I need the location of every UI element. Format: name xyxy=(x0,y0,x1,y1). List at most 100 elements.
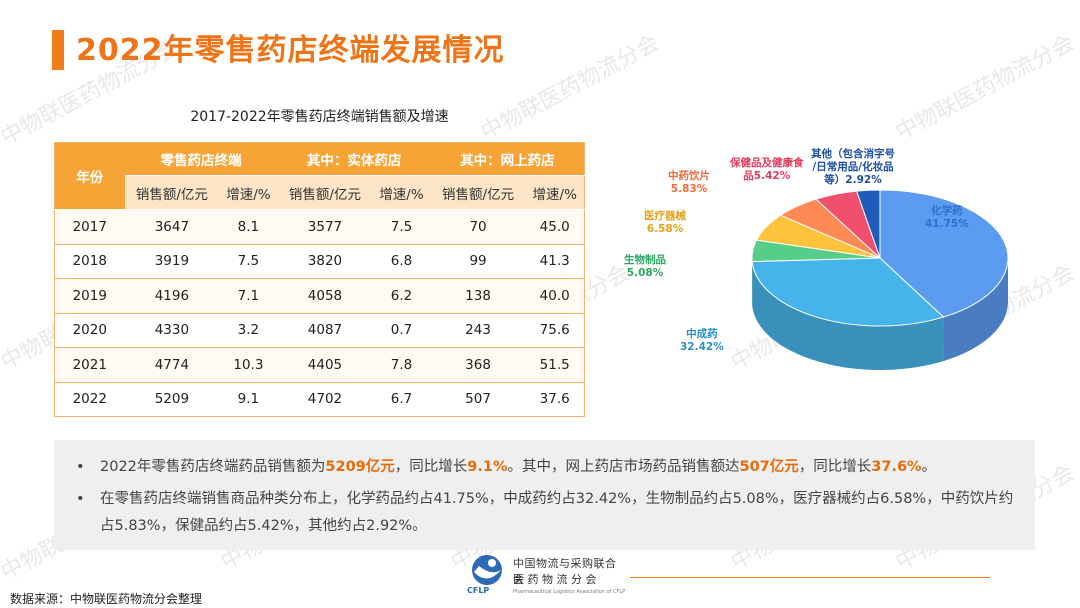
pie-label-value: 5.08% xyxy=(626,267,664,279)
pie-label-health: 保健品及健康食 品5.42% xyxy=(730,157,804,183)
value-cell: 70 xyxy=(430,209,526,245)
value-cell: 6.2 xyxy=(372,278,431,314)
value-cell: 7.1 xyxy=(219,278,278,314)
cflp-logo: CFLP 中国物流与采购联合会 医 药 物 流 分 会 Pharmaceutic… xyxy=(465,552,625,606)
title-accent-bar xyxy=(52,30,64,70)
value-cell: 41.3 xyxy=(525,244,585,279)
value-cell: 4196 xyxy=(124,278,220,314)
table-caption: 2017-2022年零售药店终端销售额及增速 xyxy=(190,109,449,125)
value-cell: 75.6 xyxy=(525,313,585,348)
text-span: ，同比增长 xyxy=(798,459,872,475)
column-header: 销售额/亿元 xyxy=(430,175,526,210)
value-cell: 138 xyxy=(430,278,526,314)
pie-label-name: 化学药 xyxy=(931,205,963,217)
pie-label-name: /日常用品/化妆品 xyxy=(812,161,894,173)
value-cell: 3.2 xyxy=(219,313,278,348)
value-cell: 368 xyxy=(430,347,526,383)
text-span: 2022年零售药店终端药品销售额为 xyxy=(100,459,326,475)
value-cell: 243 xyxy=(430,313,526,348)
year-cell: 2022 xyxy=(54,382,125,417)
group-header: 零售药店终端 xyxy=(124,142,278,176)
year-header: 年份 xyxy=(54,142,125,210)
table-row: 2020 4330 3.2 4087 0.7 243 75.6 xyxy=(54,313,585,348)
value-cell: 4405 xyxy=(277,347,373,383)
pie-chart xyxy=(751,189,1009,370)
value-cell: 37.6 xyxy=(525,382,585,417)
value-cell: 9.1 xyxy=(219,382,278,417)
year-cell: 2017 xyxy=(54,209,125,245)
value-cell: 10.3 xyxy=(219,347,278,383)
logo-abbr: CFLP xyxy=(467,586,490,595)
column-header: 销售额/亿元 xyxy=(124,175,220,210)
year-cell: 2019 xyxy=(54,278,125,314)
logo-line-2: 医 药 物 流 分 会 xyxy=(513,573,597,586)
pie-label-tcm: 中成药 32.42% xyxy=(680,328,724,354)
value-cell: 7.5 xyxy=(372,209,431,245)
table-row: 2017 3647 8.1 3577 7.5 70 45.0 xyxy=(54,209,585,245)
pie-label-herb: 中药饮片 5.83% xyxy=(668,170,710,196)
value-cell: 3577 xyxy=(277,209,373,245)
sales-table: 年份 零售药店终端 其中：实体药店 其中：网上药店 销售额/亿元 增速/% 销售… xyxy=(54,142,585,417)
value-cell: 5209 xyxy=(124,382,220,417)
pie-label-name: 生物制品 xyxy=(624,254,666,266)
value-cell: 6.8 xyxy=(372,244,431,279)
value-cell: 507 xyxy=(430,382,526,417)
divider-line xyxy=(630,577,990,578)
table-row: 2019 4196 7.1 4058 6.2 138 40.0 xyxy=(54,278,585,314)
pie-slice-2 xyxy=(751,257,945,327)
pie-label-bio: 生物制品 5.08% xyxy=(624,254,666,280)
value-cell: 4330 xyxy=(124,313,220,348)
value-cell: 4702 xyxy=(277,382,373,417)
table-row: 2021 4774 10.3 4405 7.8 368 51.5 xyxy=(54,347,585,383)
value-cell: 51.5 xyxy=(525,347,585,383)
pie-label-value: 5.83% xyxy=(670,183,708,195)
year-cell: 2020 xyxy=(54,313,125,348)
year-cell: 2018 xyxy=(54,244,125,279)
pie-slice-7 xyxy=(855,189,881,259)
value-cell: 3820 xyxy=(277,244,373,279)
pie-label-value: 41.75% xyxy=(925,218,969,230)
pie-label-value: 32.42% xyxy=(680,341,724,353)
value-cell: 6.7 xyxy=(372,382,431,417)
column-header: 增速/% xyxy=(525,175,585,210)
watermark: 中物联医药物流分会 xyxy=(891,30,1079,146)
bullet-icon: • xyxy=(76,459,85,475)
cflp-emblem-icon xyxy=(472,555,502,585)
bullet-text: 2022年零售药店终端药品销售额为5209亿元，同比增长9.1%。其中，网上药店… xyxy=(76,454,1016,481)
pie-label-device: 医疗器械 6.58% xyxy=(644,210,686,236)
year-cell: 2021 xyxy=(54,347,125,383)
pie-label-value: 等）2.92% xyxy=(824,174,882,186)
value-cell: 3919 xyxy=(124,244,220,279)
summary-bullet-2: • 在零售药店终端销售商品种类分布上，化学药品约占41.75%，中成药约占32.… xyxy=(76,486,1016,540)
value-cell: 7.8 xyxy=(372,347,431,383)
value-cell: 4774 xyxy=(124,347,220,383)
column-header: 增速/% xyxy=(219,175,278,210)
highlight-span: 507亿元 xyxy=(739,459,799,475)
pie-label-name: 医疗器械 xyxy=(644,210,686,222)
pie-label-value: 6.58% xyxy=(646,223,684,235)
table-row: 2022 5209 9.1 4702 6.7 507 37.6 xyxy=(54,382,585,417)
logo-line-1: 中国物流与采购联合会 xyxy=(513,557,617,586)
bullet-text: 在零售药店终端销售商品种类分布上，化学药品约占41.75%，中成药约占32.42… xyxy=(100,491,1014,534)
pie-label-other: 其他（包含消字号 /日常用品/化妆品 等）2.92% xyxy=(811,148,895,187)
pie-label-name: 中成药 xyxy=(686,328,718,340)
text-span: ，同比增长 xyxy=(394,459,468,475)
pie-label-name: 中药饮片 xyxy=(668,170,710,182)
summary-bullet-1: • 2022年零售药店终端药品销售额为5209亿元，同比增长9.1%。其中，网上… xyxy=(76,454,1016,481)
pie-label-name: 其他（包含消字号 xyxy=(811,148,895,160)
group-header: 其中：实体药店 xyxy=(277,142,431,176)
table-row: 2018 3919 7.5 3820 6.8 99 41.3 xyxy=(54,244,585,279)
value-cell: 0.7 xyxy=(372,313,431,348)
summary-box: • 2022年零售药店终端药品销售额为5209亿元，同比增长9.1%。其中，网上… xyxy=(54,440,1035,550)
highlight-span: 5209亿元 xyxy=(325,459,395,475)
value-cell: 45.0 xyxy=(525,209,585,245)
logo-sub: Pharmaceutical Logistics Association of … xyxy=(513,589,626,595)
value-cell: 99 xyxy=(430,244,526,279)
value-cell: 40.0 xyxy=(525,278,585,314)
text-span: 。其中，网上药店市场药品销售额达 xyxy=(507,459,740,475)
pie-label-name: 保健品及健康食 xyxy=(730,157,804,169)
pie-side-1 xyxy=(943,258,1008,362)
data-source: 数据来源：中物联医药物流分会整理 xyxy=(10,592,203,606)
bullet-icon: • xyxy=(76,491,85,507)
group-header: 其中：网上药店 xyxy=(430,142,585,176)
